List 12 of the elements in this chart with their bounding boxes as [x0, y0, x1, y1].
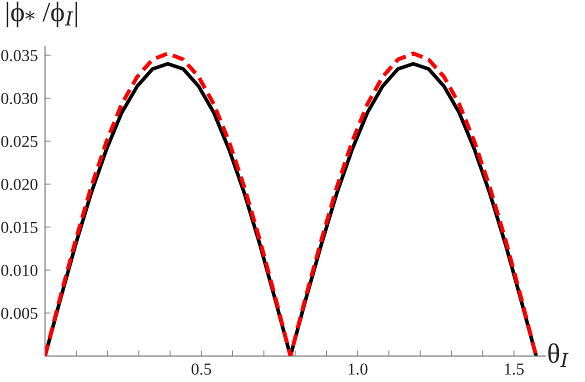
y-tick-label: 0.030: [1, 92, 38, 104]
y-axis-title: |ϕ$_{*}$ /ϕ$_{I}$|: [6, 2, 77, 28]
y-tick-label: 0.005: [1, 308, 38, 320]
y-tick-label: 0.035: [1, 50, 38, 62]
x-tick-label: 1.0: [348, 363, 368, 375]
y-tick-label: 0.015: [1, 222, 38, 234]
y-tick-label: 0.025: [1, 136, 38, 148]
y-tick-label: 0.010: [1, 264, 38, 276]
y-tick-label: 0.020: [1, 178, 38, 190]
x-tick-label: 1.5: [505, 364, 524, 375]
x-axis-title: θ$_{I}$: [548, 343, 569, 368]
x-tick-label: 0.5: [192, 363, 212, 375]
